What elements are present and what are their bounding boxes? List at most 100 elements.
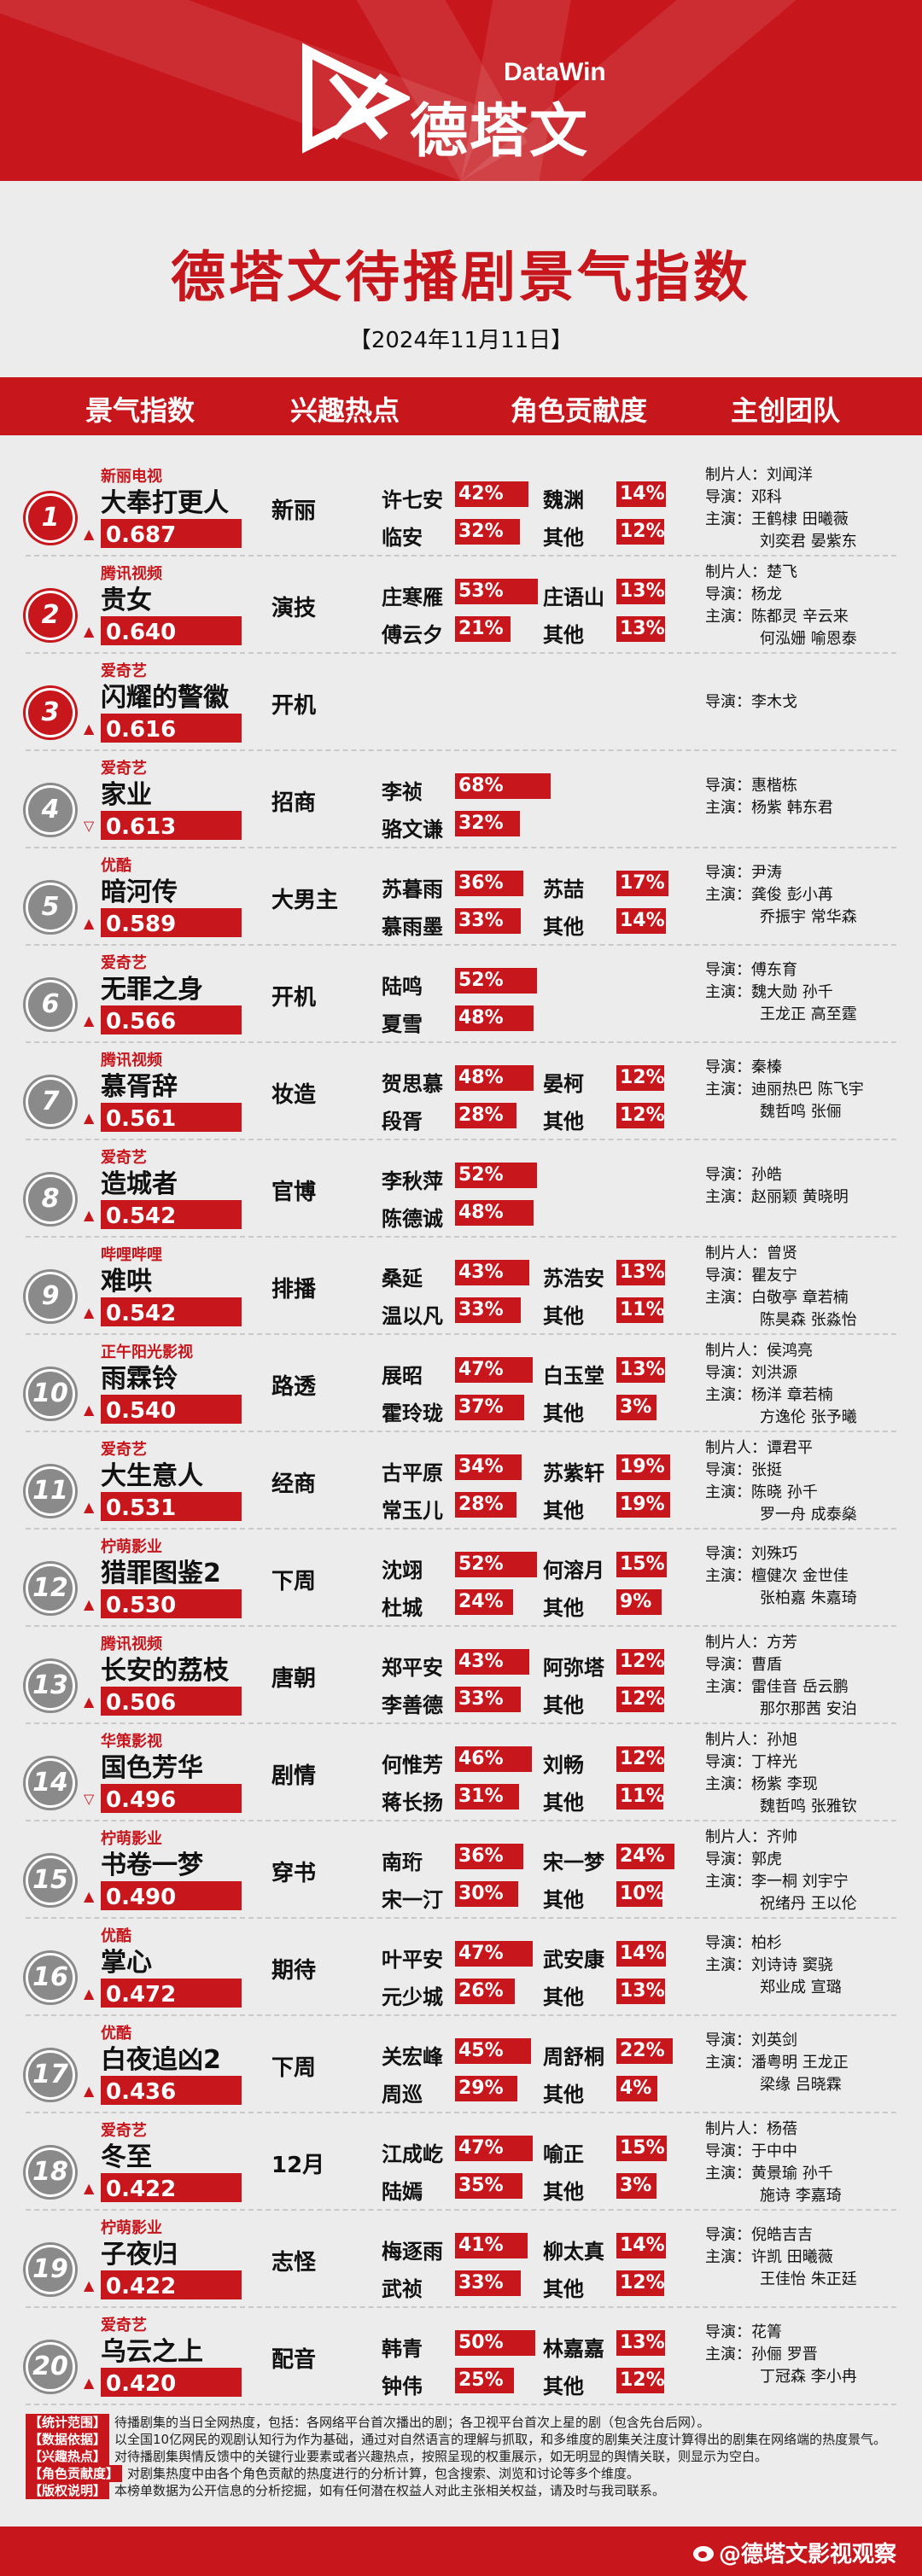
- role-share-bar: 30%: [455, 1881, 518, 1907]
- index-bar: [101, 1979, 242, 2008]
- role-name: 阿弥塔: [543, 1656, 604, 1680]
- role-name: 其他: [543, 2180, 584, 2204]
- table-row: 9 哔哩哔哩 难哄 0.542 ▲ 排播 桑延 43% 苏浩安 13% 温以凡 33% 其他 11% 制片人…: [0, 1239, 922, 1335]
- role-name: 其他: [543, 2083, 584, 2107]
- index-bar: [101, 1881, 242, 1910]
- role-name: 夏雪: [382, 1012, 423, 1036]
- page-title: 德塔文待播剧景气指数: [171, 247, 751, 310]
- rank-badge: 10: [26, 1369, 75, 1419]
- row-divider: [26, 1236, 896, 1238]
- team-line: 导演：刘洪源: [705, 1364, 797, 1382]
- role-share-bar: 3%: [616, 2173, 656, 2199]
- show-title: 白夜追凶2: [101, 2045, 221, 2075]
- trend-up-icon: ▲: [84, 623, 95, 639]
- role-share-bar: 36%: [455, 871, 523, 896]
- role-name: 苏浩安: [543, 1267, 604, 1291]
- team-line: 主演：迪丽热巴 陈飞宇: [705, 1081, 864, 1099]
- show-title: 冬至: [101, 2142, 152, 2172]
- role-name: 宋一梦: [543, 1850, 604, 1874]
- index-bar: [101, 714, 242, 743]
- team-line: 导演：尹涛: [705, 864, 782, 882]
- show-title: 掌心: [101, 1948, 152, 1978]
- index-value: 0.566: [106, 1009, 177, 1034]
- note-line: 【兴趣热点】 对待播剧集舆情反馈中的关键行业要素或者兴趣热点，按照呈现的权重展示，…: [26, 2448, 896, 2465]
- row-divider: [26, 749, 896, 751]
- role-share-bar: 37%: [455, 1395, 524, 1420]
- team-line: 张柏嘉 朱嘉琦: [760, 1589, 857, 1607]
- trend-up-icon: ▲: [84, 2083, 95, 2099]
- trend-up-icon: ▲: [84, 2277, 95, 2293]
- datawin-logo-icon: [302, 43, 410, 154]
- team-line: 导演：李木戈: [705, 693, 797, 711]
- rank-badge: 7: [26, 1077, 75, 1127]
- platform-label: 柠萌影业: [101, 2219, 162, 2237]
- trend-up-icon: ▲: [84, 1012, 95, 1029]
- role-name: 沈翊: [382, 1559, 423, 1582]
- row-divider: [26, 652, 896, 654]
- row-divider: [26, 2014, 896, 2016]
- table-row: 3 爱奇艺 闪耀的警徽 0.616 ▲ 开机 导演：李木戈: [0, 656, 922, 751]
- team-line: 导演：倪皓吉吉: [705, 2226, 813, 2244]
- role-name: 叶平安: [382, 1948, 443, 1972]
- role-share-bar: 14%: [616, 481, 666, 507]
- role-share-bar: 42%: [455, 481, 528, 507]
- show-title: 慕胥辞: [101, 1072, 178, 1102]
- role-share-bar: 52%: [455, 1163, 537, 1188]
- row-divider: [26, 2112, 896, 2113]
- trend-up-icon: ▲: [84, 2375, 95, 2391]
- role-name: 关宏峰: [382, 2045, 443, 2069]
- rank-badge: 17: [26, 2050, 75, 2100]
- rank-badge: 3: [26, 688, 75, 737]
- note-line: 【版权说明】 本榜单数据为公开信息的分析挖掘，如有任何潜在权益人对此主张相关权益，…: [26, 2482, 896, 2499]
- platform-label: 爱奇艺: [101, 1149, 147, 1167]
- role-share-bar: 24%: [616, 1844, 674, 1869]
- brand-name: 德塔文: [410, 98, 590, 166]
- team-line: 郑业成 宣璐: [760, 1979, 842, 1996]
- index-value: 0.613: [106, 814, 177, 840]
- role-name: 陆鸣: [382, 975, 423, 999]
- index-bar: [101, 2368, 242, 2397]
- role-share-bar: 45%: [455, 2038, 531, 2064]
- index-value: 0.420: [106, 2371, 177, 2397]
- table-row: 12 柠萌影业 猎罪图鉴2 0.530 ▲ 下周 沈翊 52% 何溶月 15% 杜城 24% 其他 9% 导…: [0, 1531, 922, 1627]
- role-share-bar: 31%: [455, 1784, 519, 1810]
- trend-up-icon: ▲: [84, 1110, 95, 1126]
- hot-topic: 开机: [271, 693, 317, 719]
- footer-account: @德塔文影视观察: [718, 2542, 896, 2567]
- rank-badge: 2: [26, 591, 75, 640]
- trend-down-icon: ▽: [84, 1791, 95, 1807]
- team-line: 制片人：孙旭: [705, 1731, 797, 1749]
- platform-label: 爱奇艺: [101, 760, 147, 778]
- hot-topic: 12月: [271, 2153, 325, 2178]
- role-name: 其他: [543, 1693, 584, 1717]
- header-role: 角色贡献度: [511, 394, 648, 427]
- platform-label: 华策影视: [101, 1733, 162, 1751]
- note-text: 待播剧集的当日全网热度，包括：各网络平台首次播出的剧；各卫视平台首次上星的剧（包…: [114, 2415, 710, 2430]
- index-value: 0.506: [106, 1690, 177, 1716]
- hot-topic: 开机: [271, 985, 317, 1011]
- trend-up-icon: ▲: [84, 2180, 95, 2196]
- role-share-bar: 12%: [616, 1649, 665, 1675]
- index-bar: [101, 616, 242, 645]
- index-bar: [101, 1103, 242, 1132]
- role-name: 柳太真: [543, 2240, 604, 2264]
- role-share-bar: 12%: [616, 519, 665, 545]
- index-value: 0.640: [106, 620, 177, 645]
- rank-badge: 12: [26, 1564, 75, 1613]
- role-name: 傅云夕: [382, 623, 443, 647]
- hot-topic: 新丽: [271, 498, 317, 524]
- role-share-bar: 12%: [616, 1065, 665, 1091]
- role-share-bar: 12%: [616, 1687, 665, 1712]
- show-title: 闪耀的警徽: [101, 683, 229, 713]
- team-line: 制片人：楚飞: [705, 563, 797, 581]
- trend-up-icon: ▲: [84, 1499, 95, 1515]
- table-row: 10 正午阳光影视 雨霖铃 0.540 ▲ 路透 展昭 47% 白玉堂 13% 霍玲珑 37% 其他 3%…: [0, 1337, 922, 1432]
- row-divider: [26, 2209, 896, 2211]
- team-line: 那尔那茜 安泊: [760, 1700, 857, 1718]
- role-share-bar: 12%: [616, 1746, 665, 1772]
- trend-up-icon: ▲: [84, 1207, 95, 1223]
- weibo-icon: [693, 2546, 714, 2561]
- index-bar: [101, 1784, 242, 1813]
- index-bar: [101, 908, 242, 937]
- hot-topic: 志怪: [271, 2250, 317, 2276]
